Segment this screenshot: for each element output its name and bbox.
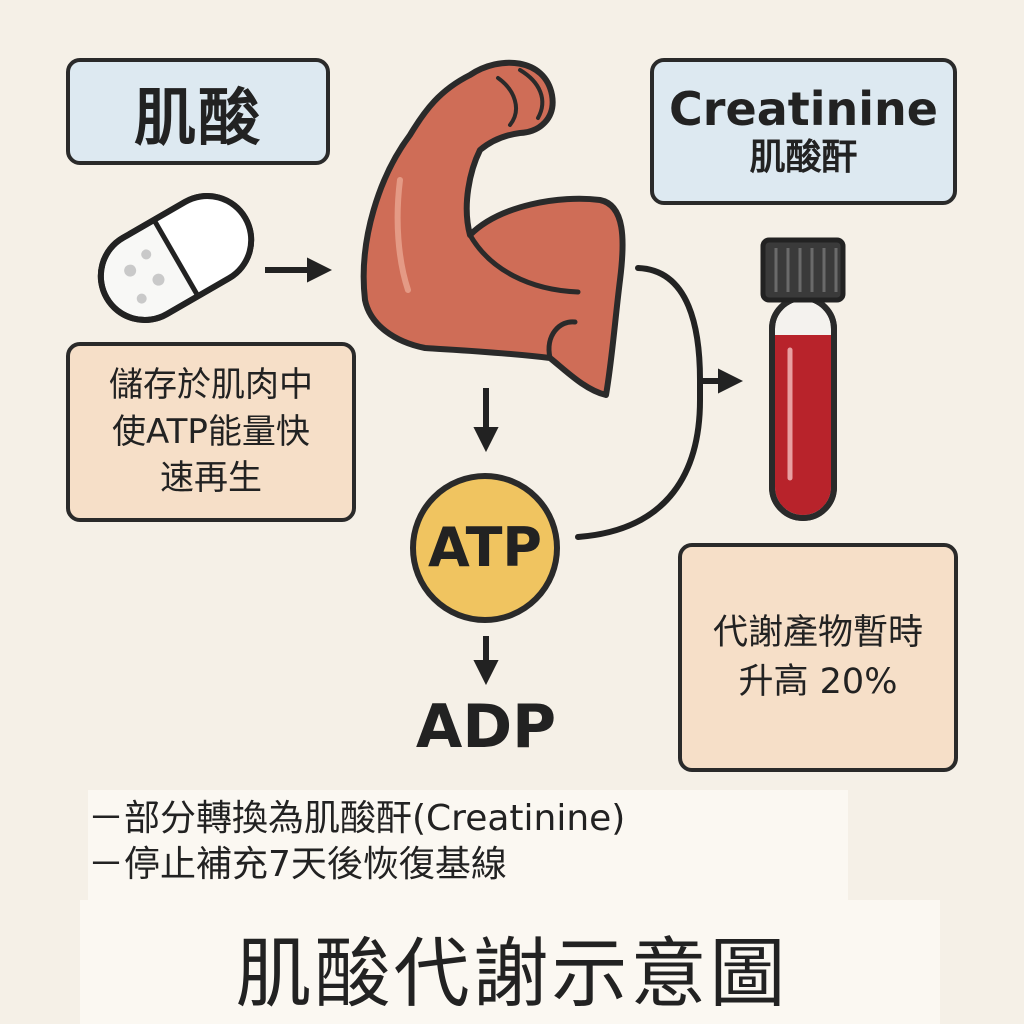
creatinine-box: Creatinine 肌酸酐 <box>650 58 957 205</box>
blood-tube-icon <box>760 237 846 521</box>
footer-panel <box>80 900 940 1024</box>
metabolite-line: 升高 20% <box>738 661 898 702</box>
note-line-conversion: －部分轉換為肌酸酐(Creatinine) <box>88 798 626 839</box>
capsule-icon <box>97 193 255 323</box>
metabolite-line: 代謝產物暫時 <box>712 612 923 653</box>
arrow-atp-to-tube <box>575 377 703 540</box>
flexed-arm-icon <box>360 59 626 398</box>
storage-line: 使ATP能量快 <box>112 411 310 452</box>
notes-panel: －部分轉換為肌酸酐(Creatinine) －停止補充7天後恢復基線 <box>88 790 848 900</box>
creatinine-label-en: Creatinine <box>669 81 938 136</box>
atp-label: ATP <box>427 516 542 579</box>
creatine-label: 肌酸 <box>133 80 262 154</box>
atp-circle <box>410 473 560 623</box>
creatine-title-box: 肌酸 <box>66 58 330 165</box>
storage-info-box: 儲存於肌肉中 使ATP能量快 速再生 <box>66 342 356 522</box>
creatinine-label-zh: 肌酸酐 <box>749 137 858 179</box>
storage-line: 速再生 <box>160 458 262 499</box>
metabolite-info-box: 代謝產物暫時 升高 20% <box>678 543 958 772</box>
arrow-muscle-to-tube <box>635 265 703 383</box>
diagram-title: 肌酸代謝示意圖 <box>235 929 789 1018</box>
storage-line: 儲存於肌肉中 <box>109 364 313 405</box>
adp-label: ADP <box>415 692 557 762</box>
note-line-baseline: －停止補充7天後恢復基線 <box>88 844 507 885</box>
